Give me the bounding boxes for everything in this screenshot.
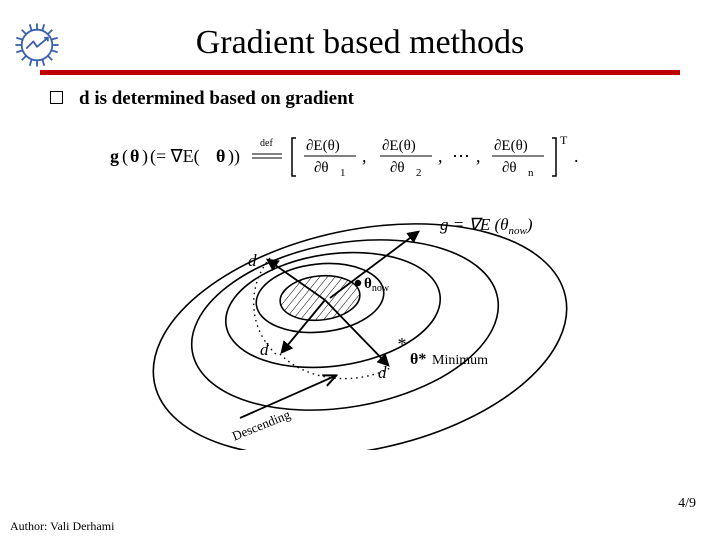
svg-text:d: d [378,363,387,382]
svg-text:def: def [260,138,273,149]
svg-text:)): )) [228,146,240,167]
svg-text:∂E(θ): ∂E(θ) [494,138,528,154]
svg-text:Minimum: Minimum [432,353,488,368]
svg-text:,: , [438,146,443,166]
svg-text:n: n [528,167,534,179]
svg-text:∂E(θ): ∂E(θ) [306,138,340,154]
svg-text:g = ∇E (θnow): g = ∇E (θnow) [440,215,533,237]
svg-text:∂E(θ): ∂E(θ) [382,138,416,154]
author-credit: Author: Vali Derhami [10,519,114,534]
svg-text:1: 1 [340,167,346,179]
bullet-box-icon [50,91,63,104]
gradient-formula: g ( θ ) (= ∇E( θ )) def ∂E(θ) ∂θ 1 , ∂E(… [0,130,720,187]
svg-text:.: . [574,146,579,166]
bullet-text: d is determined based on gradient [79,88,354,109]
svg-text:θ: θ [130,146,139,166]
bullet-item: d is determined based on gradient [50,88,354,110]
svg-text:(= ∇E(: (= ∇E( [150,146,200,167]
title-underline [40,70,680,75]
svg-text:*: * [398,334,407,354]
svg-text:θ*: θ* [410,351,426,368]
svg-text:d: d [248,251,257,270]
svg-text:2: 2 [416,167,422,179]
svg-text:,: , [476,146,481,166]
formula-g: g [110,146,119,166]
svg-text:θ: θ [216,146,225,166]
svg-text:∂θ: ∂θ [314,160,329,176]
svg-text:,: , [362,146,367,166]
svg-text:Descending: Descending [230,406,293,443]
slide-title: Gradient based methods [0,24,720,62]
svg-text:(: ( [122,146,128,167]
gradient-descent-figure: * g = ∇E (θnow) d d d θnow θ* Minimum De… [120,190,600,450]
svg-text:T: T [560,133,568,147]
page-number: 4/9 [678,496,696,512]
svg-text:∂θ: ∂θ [390,160,405,176]
svg-text:d: d [260,340,269,359]
svg-text:): ) [142,146,148,167]
svg-text:⋯: ⋯ [452,146,470,166]
svg-text:∂θ: ∂θ [502,160,517,176]
